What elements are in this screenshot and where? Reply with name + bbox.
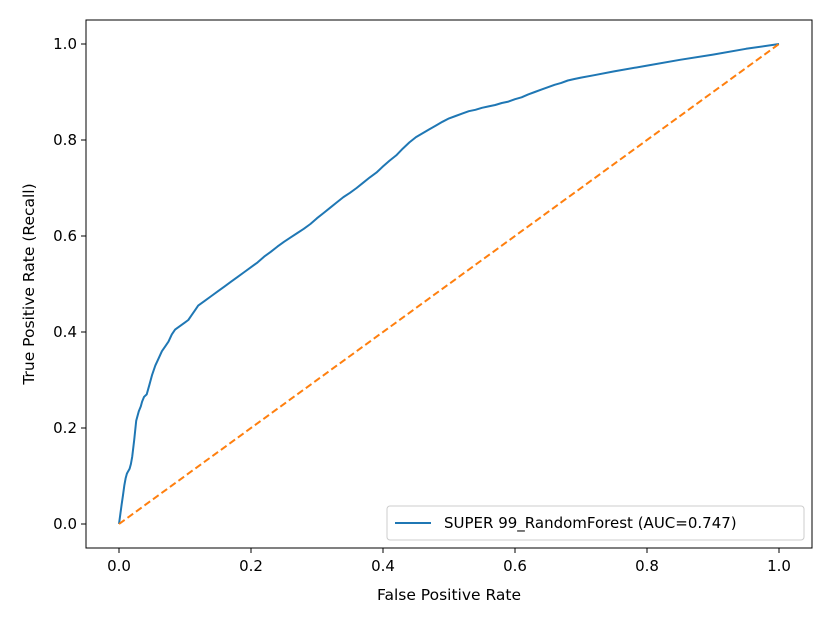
- x-tick-label: 0.4: [371, 557, 395, 575]
- y-tick-label: 0.6: [53, 227, 77, 245]
- x-axis: 0.0 0.2 0.4 0.6 0.8 1.0: [107, 548, 791, 575]
- y-axis: 0.0 0.2 0.4 0.6 0.8 1.0: [53, 35, 86, 533]
- y-tick-label: 0.8: [53, 131, 77, 149]
- x-tick-label: 0.8: [635, 557, 659, 575]
- y-tick-label: 0.4: [53, 323, 77, 341]
- y-axis-label: True Positive Rate (Recall): [20, 183, 38, 385]
- y-tick-label: 0.0: [53, 515, 77, 533]
- x-tick-label: 1.0: [767, 557, 791, 575]
- plot-frame: [85, 19, 813, 549]
- x-tick-label: 0.6: [503, 557, 527, 575]
- x-axis-label: False Positive Rate: [377, 586, 521, 604]
- legend-box: [386, 505, 805, 541]
- x-tick-label: 0.0: [107, 557, 131, 575]
- series-line-0: [118, 43, 780, 525]
- series-layer: [118, 43, 780, 525]
- y-tick-label: 1.0: [53, 35, 77, 53]
- legend: SUPER 99_RandomForest (AUC=0.747): [386, 505, 805, 541]
- x-tick-label: 0.2: [239, 557, 263, 575]
- legend-label: SUPER 99_RandomForest (AUC=0.747): [444, 514, 737, 533]
- y-tick-label: 0.2: [53, 419, 77, 437]
